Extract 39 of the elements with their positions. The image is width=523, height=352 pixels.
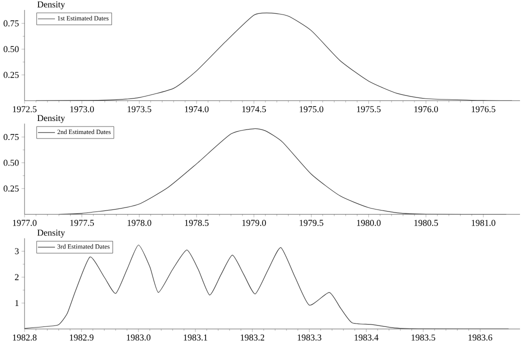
y-tick-label: 0.50 — [4, 46, 19, 52]
x-tick-label: 1979.0 — [242, 220, 266, 226]
x-tick-label: 1974.5 — [242, 106, 266, 112]
x-tick-label: 1983.3 — [298, 334, 322, 341]
x-tick-label: 1976.0 — [414, 106, 438, 112]
x-tick-label: 1982.8 — [12, 334, 37, 341]
y-tick-label: 0.50 — [4, 160, 19, 166]
x-tick-label: 1983.5 — [412, 334, 436, 341]
x-tick-label: 1979.5 — [300, 220, 324, 226]
y-tick-label: 0.75 — [4, 134, 19, 140]
y-tick-label: 2 — [14, 274, 19, 280]
y-tick-label: 0.25 — [4, 72, 19, 78]
x-tick-label: 1983.0 — [126, 334, 150, 341]
x-tick-label: 1974.0 — [185, 106, 209, 112]
x-tick-label: 1973.0 — [70, 106, 94, 112]
y-tick-label: 1 — [15, 300, 19, 306]
y-tick-label: 0.75 — [4, 20, 19, 26]
x-tick-label: 1975.5 — [357, 106, 381, 112]
y-tick-label: 3 — [14, 248, 19, 254]
x-tick-label: 1978.0 — [128, 220, 152, 226]
y-tick-label: 0.25 — [4, 186, 19, 192]
x-tick-label: 1980.5 — [414, 220, 438, 226]
x-tick-label: 1977.5 — [70, 220, 94, 226]
x-tick-label: 1983.1 — [184, 334, 208, 341]
x-tick-label: 1983.6 — [468, 334, 492, 341]
y-axis-title: Density — [37, 230, 66, 238]
y-axis-title: Density — [37, 1, 66, 10]
x-tick-label: 1977.0 — [12, 220, 37, 226]
x-tick-label: 1972.5 — [12, 106, 37, 112]
x-tick-label: 1983.2 — [240, 334, 264, 341]
x-tick-label: 1975.0 — [300, 106, 324, 112]
x-tick-label: 1982.9 — [70, 334, 94, 341]
x-tick-label: 1983.4 — [354, 334, 378, 341]
x-tick-label: 1978.5 — [185, 220, 209, 226]
x-tick-label: 1980.0 — [357, 220, 381, 226]
x-tick-label: 1981.0 — [472, 220, 496, 226]
x-tick-label: 1973.5 — [128, 106, 152, 112]
x-tick-label: 1976.5 — [472, 106, 496, 112]
y-axis-title: Density — [37, 115, 66, 123]
